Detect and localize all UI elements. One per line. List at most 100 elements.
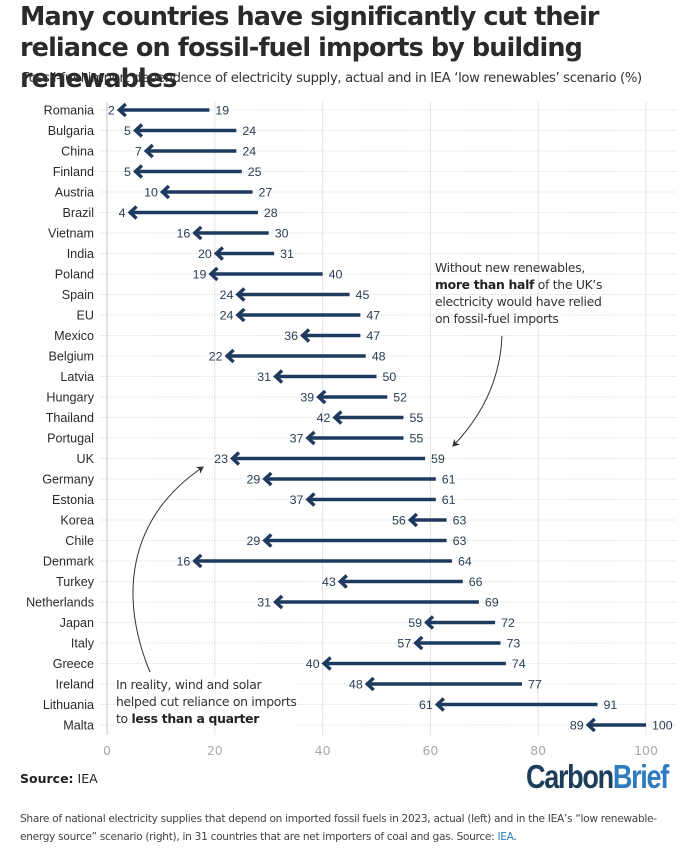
scenario-value-label: 24 xyxy=(242,145,256,159)
actual-value-label: 10 xyxy=(144,186,158,200)
category-label: Turkey xyxy=(56,575,95,589)
category-label: Latvia xyxy=(60,370,94,384)
arrow-head xyxy=(273,369,284,384)
carbonbrief-logo[interactable]: CarbonBrief xyxy=(526,758,669,796)
scenario-value-label: 47 xyxy=(366,329,380,343)
scenario-value-label: 25 xyxy=(248,165,262,179)
annotation-uk-actual: In reality, wind and solar helped cut re… xyxy=(116,676,297,727)
actual-value-label: 36 xyxy=(284,329,298,343)
actual-value-label: 43 xyxy=(322,575,336,589)
arrow-head xyxy=(143,143,154,159)
actual-value-label: 16 xyxy=(176,555,190,569)
annotation-line: on fossil-fuel imports xyxy=(435,311,559,326)
arrow-head xyxy=(127,205,138,220)
scenario-value-label: 50 xyxy=(383,370,397,384)
arrow-head xyxy=(262,533,273,548)
scenario-value-label: 61 xyxy=(442,493,456,507)
actual-value-label: 19 xyxy=(193,268,207,282)
category-label: Vietnam xyxy=(48,227,94,241)
arrow-head xyxy=(316,389,327,405)
actual-value-label: 20 xyxy=(198,247,212,261)
category-label: Japan xyxy=(60,616,94,630)
category-label: Korea xyxy=(60,514,94,528)
category-label: Thailand xyxy=(46,411,94,425)
scenario-value-label: 66 xyxy=(469,575,483,589)
annotation-line: helped cut reliance on imports xyxy=(116,694,297,709)
actual-value-label: 56 xyxy=(392,514,406,528)
scenario-value-label: 74 xyxy=(512,657,526,671)
actual-value-label: 23 xyxy=(214,452,228,466)
scenario-value-label: 28 xyxy=(264,206,278,220)
scenario-value-label: 30 xyxy=(275,227,289,241)
category-label: UK xyxy=(77,452,95,466)
scenario-value-label: 47 xyxy=(366,309,380,323)
arrow-head xyxy=(434,697,445,712)
category-label: Estonia xyxy=(52,493,94,507)
scenario-value-label: 64 xyxy=(458,555,472,569)
scenario-value-label: 100 xyxy=(652,719,673,733)
actual-value-label: 59 xyxy=(408,616,422,630)
arrow-head xyxy=(413,635,424,651)
category-label: India xyxy=(67,247,94,261)
annotation-arrow-uk-scenario xyxy=(452,335,503,447)
arrow-head xyxy=(235,307,246,323)
category-label: Denmark xyxy=(43,555,95,569)
category-label: Lithuania xyxy=(43,698,94,712)
actual-value-label: 24 xyxy=(220,288,234,302)
actual-value-label: 48 xyxy=(349,678,363,692)
scenario-value-label: 55 xyxy=(409,411,423,425)
category-label: China xyxy=(61,145,94,159)
scenario-value-label: 91 xyxy=(603,698,617,712)
category-label: Ireland xyxy=(55,678,94,692)
source-value: IEA xyxy=(73,771,98,786)
category-label: Hungary xyxy=(46,391,94,405)
arrow-head xyxy=(208,266,219,282)
actual-value-label: 40 xyxy=(306,657,320,671)
category-label: Poland xyxy=(55,268,94,282)
scenario-value-label: 55 xyxy=(409,432,423,446)
x-tick-label: 60 xyxy=(422,743,438,758)
actual-value-label: 2 xyxy=(108,104,115,118)
scenario-value-label: 52 xyxy=(393,391,407,405)
scenario-value-label: 48 xyxy=(372,350,386,364)
category-label: Romania xyxy=(44,104,94,118)
scenario-value-label: 63 xyxy=(453,534,467,548)
scenario-value-label: 24 xyxy=(242,124,256,138)
x-tick-label: 40 xyxy=(315,743,331,758)
x-tick-label: 80 xyxy=(530,743,546,758)
arrow-head xyxy=(585,717,596,733)
annotation-line: Without new renewables, xyxy=(435,260,585,275)
category-label: Belgium xyxy=(49,350,95,364)
arrow-head xyxy=(364,676,375,692)
arrow-head xyxy=(321,656,332,671)
actual-value-label: 57 xyxy=(397,637,411,651)
x-tick-label: 100 xyxy=(634,743,658,758)
category-label: Italy xyxy=(71,637,95,651)
annotation-line: electricity would have relied xyxy=(435,294,602,309)
category-label: Mexico xyxy=(54,329,94,343)
actual-value-label: 39 xyxy=(300,391,314,405)
annotation-line: to xyxy=(116,711,132,726)
arrow-head xyxy=(213,246,224,261)
caption-source-link[interactable]: IEA xyxy=(497,831,514,843)
annotation-line: In reality, wind and solar xyxy=(116,677,262,692)
actual-value-label: 29 xyxy=(247,534,261,548)
actual-value-label: 37 xyxy=(290,432,304,446)
annotation-line: of the UK’s xyxy=(534,277,603,292)
actual-value-label: 61 xyxy=(419,698,433,712)
annotation-bold: less than a quarter xyxy=(131,711,260,726)
arrow-head xyxy=(132,123,144,138)
figure-caption: Share of national electricity supplies t… xyxy=(20,810,690,846)
arrow-head xyxy=(132,164,144,179)
actual-value-label: 24 xyxy=(220,309,234,323)
actual-value-label: 42 xyxy=(317,411,331,425)
arrow-head xyxy=(305,430,316,446)
arrow-head xyxy=(159,184,171,200)
arrow-head xyxy=(300,328,311,343)
category-label: Austria xyxy=(55,186,94,200)
grid-layer: 0 20 40 60 80 100 xyxy=(100,102,676,758)
category-label: Malta xyxy=(63,719,94,733)
actual-value-label: 5 xyxy=(124,165,131,179)
category-label: Chile xyxy=(65,534,94,548)
category-label: Netherlands xyxy=(26,596,94,610)
